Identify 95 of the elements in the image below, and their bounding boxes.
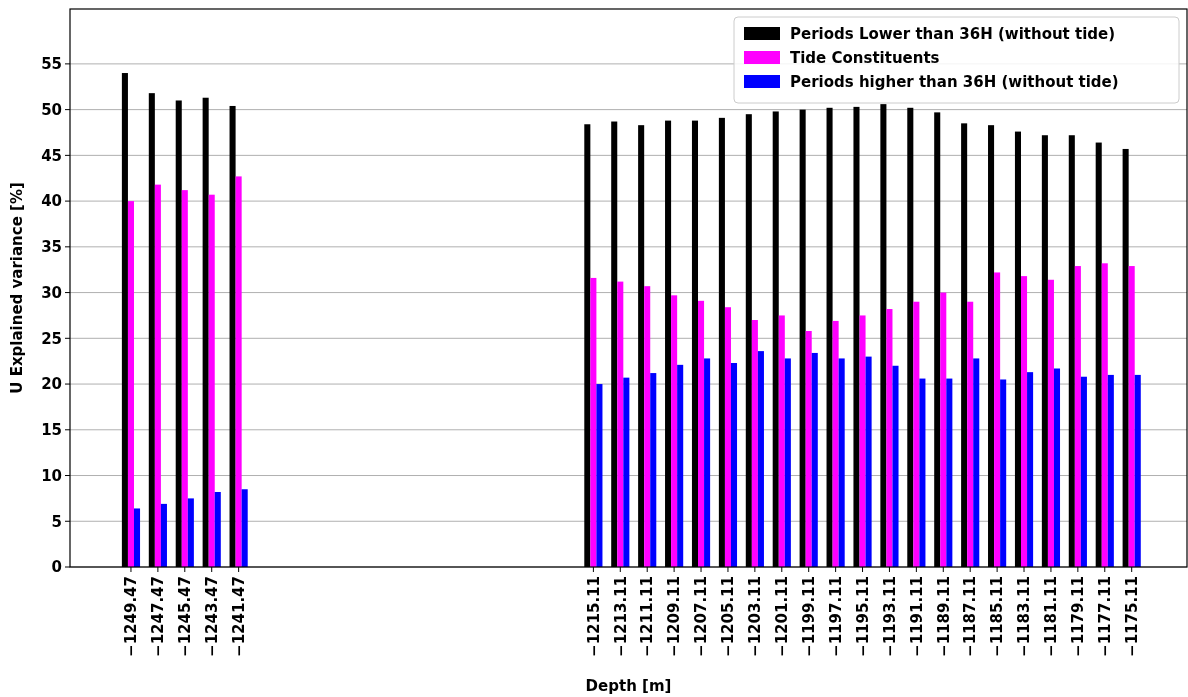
x-tick-label: −1197.11 [826,576,845,657]
y-tick-label: 5 [51,512,62,531]
y-tick-label: 55 [41,55,62,74]
x-tick-label: −1183.11 [1015,576,1034,657]
x-tick-label: −1249.47 [122,576,141,657]
bar [757,351,764,567]
bar [811,352,818,567]
x-tick-label: −1179.11 [1069,576,1088,657]
x-axis-title: Depth [m] [585,677,672,695]
bar [1021,276,1028,567]
bar [778,315,785,567]
bar [784,358,791,567]
x-tick-label: −1193.11 [880,576,899,657]
x-tick-label: −1181.11 [1042,576,1061,657]
bar [994,272,1001,567]
y-tick-label: 50 [41,100,62,119]
x-tick-label: −1207.11 [692,576,711,657]
legend-label: Tide Constituents [790,49,940,68]
legend-label: Periods Lower than 36H (without tide) [790,25,1116,44]
bar [671,295,678,567]
bar [241,489,248,567]
bar [698,300,705,567]
bar [644,286,651,567]
y-tick-label: 10 [41,466,62,485]
bar [946,378,953,567]
bar [235,176,242,567]
y-tick-label: 40 [41,192,62,211]
x-tick-label: −1191.11 [907,576,926,657]
bar [1128,266,1135,567]
x-tick-label: −1211.11 [638,576,657,657]
y-tick-label: 20 [41,375,62,394]
bar [973,358,980,567]
bar [724,307,731,567]
y-tick-label: 35 [41,238,62,257]
x-tick-label: −1201.11 [773,576,792,657]
y-tick-label: 15 [41,421,62,440]
x-tick-label: −1241.47 [229,576,248,657]
y-tick-label: 30 [41,283,62,302]
bar [590,277,597,567]
bar [730,363,738,567]
bar [1107,374,1114,567]
bar [650,373,657,567]
bar [913,301,920,567]
x-tick-label: −1185.11 [988,576,1007,657]
bar [181,190,188,567]
bar [1047,279,1054,567]
x-tick-label: −1243.47 [202,576,221,657]
bar [892,365,899,567]
bar [919,378,926,567]
bar [187,498,194,567]
bar [751,320,758,567]
bar [886,309,893,567]
bar [596,384,603,567]
bar [805,330,812,567]
x-tick-label: −1195.11 [853,576,872,657]
bar [832,320,839,567]
x-tick-label: −1189.11 [934,576,953,657]
bar [1000,379,1007,567]
x-tick-label: −1203.11 [746,576,765,657]
x-tick-label: −1215.11 [584,576,603,657]
bar [617,281,624,567]
y-tick-label: 45 [41,146,62,165]
y-tick-label: 25 [41,329,62,348]
bar [1027,372,1034,567]
bar [208,194,215,567]
bar [940,292,947,567]
bar [838,358,845,567]
x-tick-label: −1175.11 [1122,576,1141,657]
bar [704,358,711,567]
bar [1074,266,1081,567]
bar [133,508,141,567]
bar [967,301,974,567]
bar [677,364,684,567]
x-tick-label: −1209.11 [665,576,684,657]
bar [859,315,866,567]
bar [865,356,872,567]
bar [1134,374,1141,567]
bar [154,184,161,567]
legend-label: Periods higher than 36H (without tide) [790,73,1119,92]
bar [160,503,167,567]
y-axis-title: U Explained variance [%] [8,182,26,394]
x-tick-label: −1205.11 [719,576,738,657]
x-tick-label: −1199.11 [799,576,818,657]
x-tick-label: −1187.11 [961,576,980,657]
bar [1101,263,1108,567]
y-tick-label: 0 [51,558,62,577]
x-tick-label: −1245.47 [176,576,195,657]
x-tick-label: −1247.47 [149,576,168,657]
bar [214,491,221,567]
bar [1053,368,1061,567]
bar [1080,376,1087,567]
x-tick-label: −1177.11 [1096,576,1115,657]
x-tick-label: −1213.11 [611,576,630,657]
bar [623,377,630,567]
bar [127,201,134,567]
